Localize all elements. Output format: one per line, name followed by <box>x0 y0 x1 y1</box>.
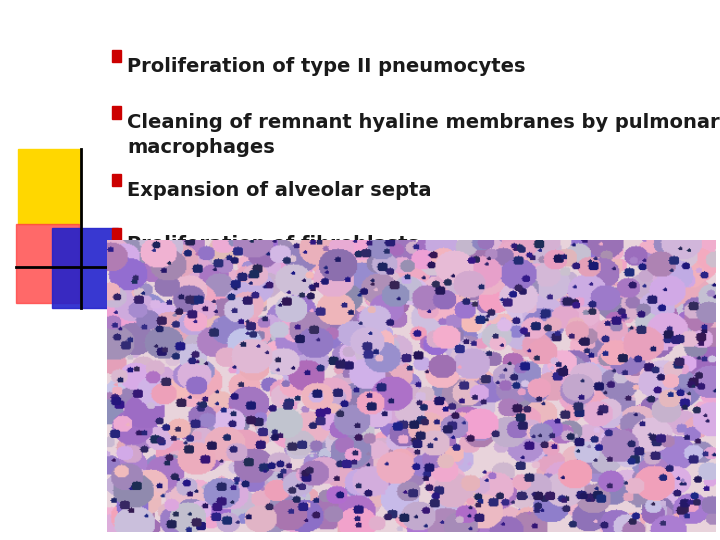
Bar <box>112 50 121 62</box>
Bar <box>52 228 118 308</box>
Text: Cleaning of remnant hyaline membranes by pulmonary
macrophages: Cleaning of remnant hyaline membranes by… <box>127 113 720 157</box>
Bar <box>112 174 121 186</box>
Text: Proliferation of fibroblasts: Proliferation of fibroblasts <box>127 235 420 254</box>
Text: Proliferation of type II pneumocytes: Proliferation of type II pneumocytes <box>127 57 526 76</box>
Bar <box>112 228 121 240</box>
Bar <box>18 148 81 224</box>
Text: Expansion of alveolar septa: Expansion of alveolar septa <box>127 181 432 200</box>
Bar <box>112 106 121 119</box>
Bar <box>16 224 79 303</box>
